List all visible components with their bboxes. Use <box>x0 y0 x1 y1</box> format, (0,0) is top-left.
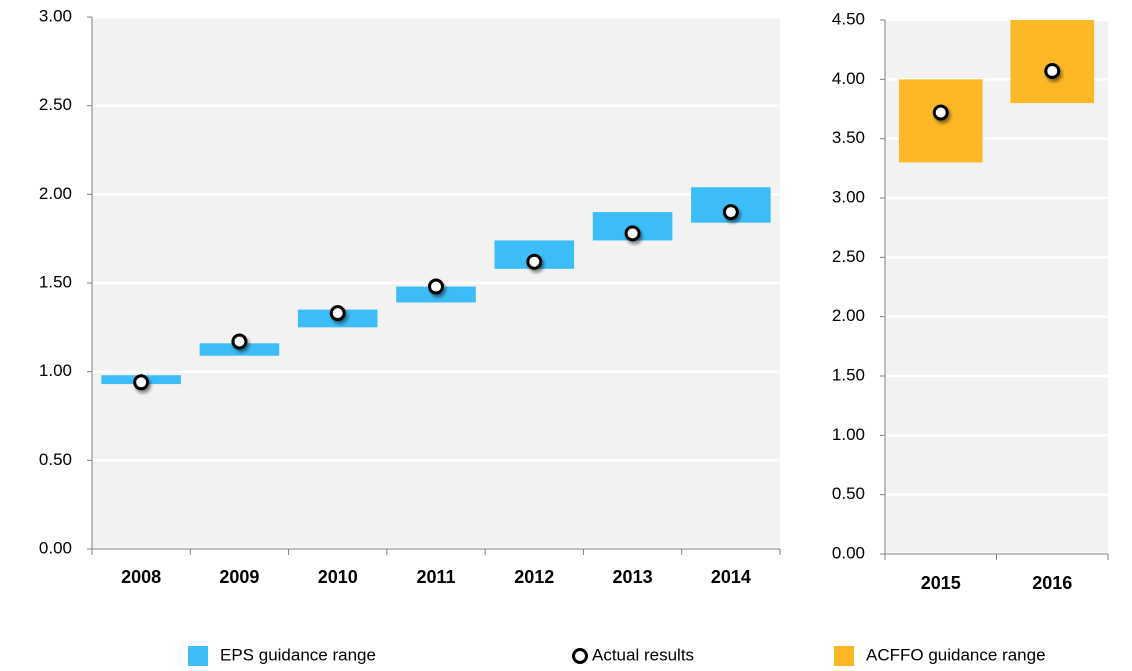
legend-label: Actual results <box>592 645 694 664</box>
y-tick-label: 1.50 <box>832 365 865 384</box>
legend-swatch <box>834 646 854 666</box>
x-tick-label: 2012 <box>514 567 554 587</box>
y-tick-label: 4.00 <box>832 69 865 88</box>
y-tick-label: 2.00 <box>832 306 865 325</box>
x-tick-label: 2014 <box>711 567 751 587</box>
actual-point <box>133 374 150 391</box>
y-tick-label: 0.00 <box>39 538 72 557</box>
x-tick-label: 2008 <box>121 567 161 587</box>
x-tick-label: 2009 <box>219 567 259 587</box>
actual-point <box>329 305 346 322</box>
legend-label: ACFFO guidance range <box>866 645 1046 664</box>
y-tick-label: 1.00 <box>39 361 72 380</box>
range-bar <box>1010 20 1095 104</box>
legend-swatch <box>572 648 588 664</box>
actual-point <box>526 253 543 270</box>
legend-label: EPS guidance range <box>220 645 376 664</box>
actual-point <box>428 278 444 295</box>
y-tick-label: 1.50 <box>39 272 72 291</box>
x-tick-label: 2013 <box>613 567 653 587</box>
y-tick-label: 1.00 <box>832 425 865 444</box>
actual-point <box>231 333 248 350</box>
legend-swatch <box>188 646 208 666</box>
actual-point <box>1044 63 1061 80</box>
y-tick-label: 0.50 <box>39 450 72 469</box>
y-tick-label: 2.00 <box>39 184 72 203</box>
y-tick-label: 0.00 <box>832 543 865 562</box>
actual-point <box>932 104 949 121</box>
x-tick-label: 2010 <box>318 567 358 587</box>
y-tick-label: 0.50 <box>832 484 865 503</box>
x-tick-label: 2011 <box>416 567 455 587</box>
x-tick-label: 2015 <box>921 573 961 593</box>
x-tick-label: 2016 <box>1032 573 1072 593</box>
actual-point <box>624 225 641 242</box>
y-tick-label: 2.50 <box>832 247 865 266</box>
y-tick-label: 2.50 <box>39 95 72 114</box>
y-tick-label: 3.50 <box>832 128 865 147</box>
y-tick-label: 4.50 <box>832 9 865 28</box>
range-bar <box>898 79 983 163</box>
y-tick-label: 3.00 <box>832 187 865 206</box>
actual-point <box>722 204 739 221</box>
y-tick-label: 3.00 <box>39 6 72 25</box>
